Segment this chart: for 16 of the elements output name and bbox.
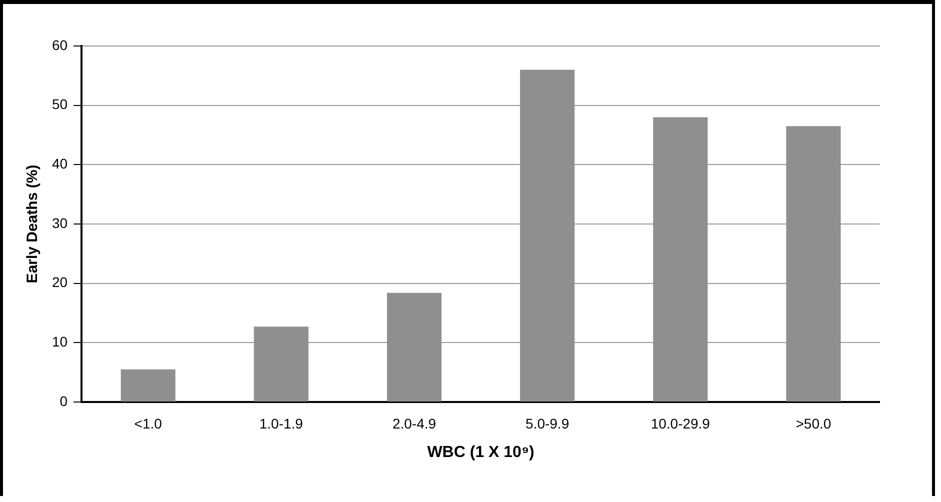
x-tick-label: 2.0-4.9 [392, 415, 436, 432]
y-tick-label: 50 [52, 96, 68, 112]
y-axis-title: Early Deaths (%) [24, 164, 42, 284]
x-axis-title: WBC (1 X 10⁹) [427, 444, 534, 461]
bar [120, 369, 176, 402]
y-tick-label: 40 [52, 156, 68, 172]
y-tick-label: 30 [52, 214, 68, 231]
x-tick-label: <1.0 [134, 415, 162, 432]
y-tick-label: 0 [60, 392, 68, 409]
x-tick-label: 5.0-9.9 [526, 415, 570, 432]
y-tick-label: 20 [52, 274, 68, 290]
x-tick-label: 1.0-1.9 [259, 415, 304, 432]
y-tick-label: 10 [52, 334, 68, 350]
y-tick-label: 60 [52, 36, 68, 53]
x-tick-label: 10.0-29.9 [650, 415, 710, 432]
x-tick-label: >50.0 [796, 415, 832, 432]
